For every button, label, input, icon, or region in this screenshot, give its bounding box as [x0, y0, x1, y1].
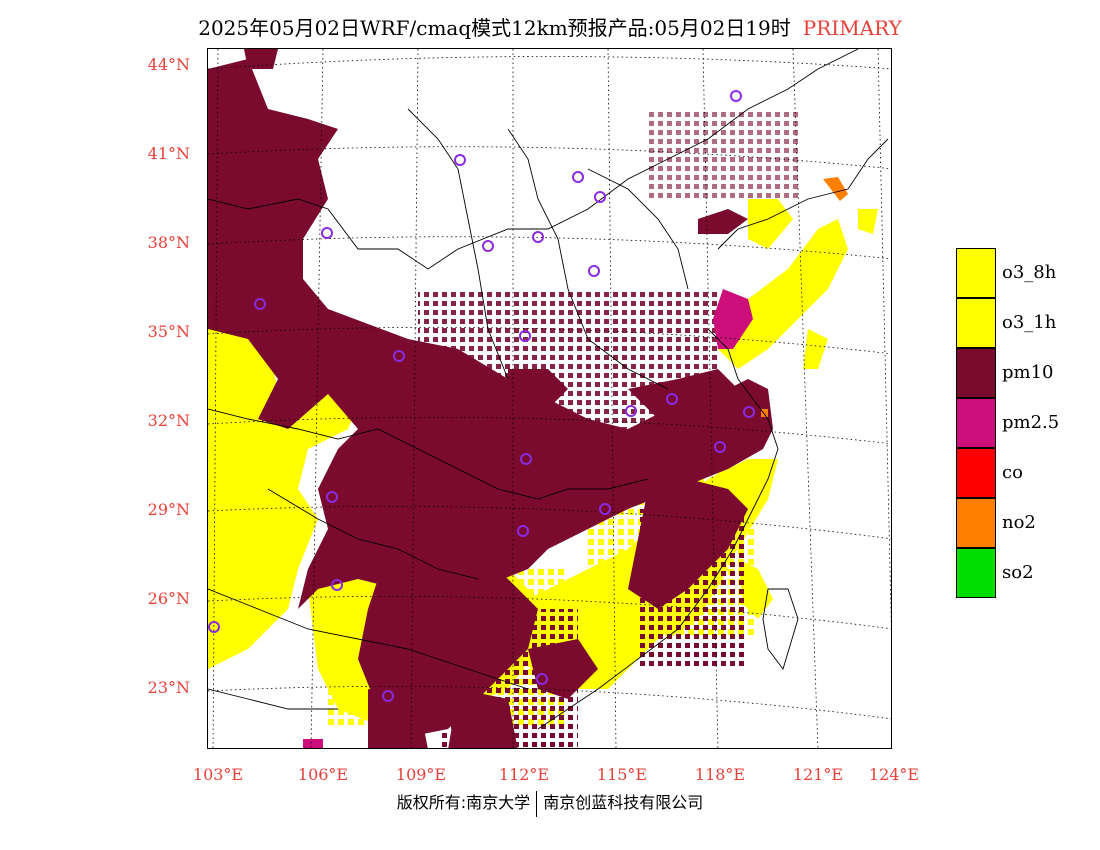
lon-label-103: 103°E	[192, 765, 244, 784]
lon-label-118: 118°E	[694, 765, 746, 784]
title-main: 2025年05月02日WRF/cmaq模式12km预报产品:05月02日19时	[198, 16, 791, 40]
legend-label-o3-8h: o3_8h	[1002, 262, 1057, 283]
lat-label-38: 38°N	[147, 233, 190, 252]
map-title: 2025年05月02日WRF/cmaq模式12km预报产品:05月02日19时 P…	[0, 12, 1100, 41]
copyright-footer: 版权所有:南京大学 南京创蓝科技有限公司	[0, 789, 1100, 817]
legend-label-pm10: pm10	[1002, 362, 1054, 383]
no2-areas	[761, 177, 848, 417]
lon-label-106: 106°E	[297, 765, 349, 784]
lon-label-121: 121°E	[792, 765, 844, 784]
legend-swatch-pm25	[956, 398, 996, 448]
footer-separator	[536, 790, 538, 817]
legend-swatch-so2	[956, 548, 996, 598]
lat-label-32: 32°N	[147, 411, 190, 430]
lat-label-29: 29°N	[147, 500, 190, 519]
city-markers	[208, 90, 755, 702]
lon-label-124: 124°E	[868, 765, 920, 784]
pm25-areas	[303, 289, 753, 748]
title-primary-tag: PRIMARY	[802, 16, 902, 40]
graticule	[208, 49, 891, 748]
lon-label-115: 115°E	[596, 765, 648, 784]
lat-label-26: 26°N	[147, 589, 190, 608]
lat-label-44: 44°N	[147, 55, 190, 74]
lat-label-35: 35°N	[147, 322, 190, 341]
lon-label-109: 109°E	[395, 765, 447, 784]
copyright-left: 版权所有:南京大学	[396, 793, 531, 812]
copyright-right: 南京创蓝科技有限公司	[543, 793, 704, 812]
legend-label-co: co	[1002, 462, 1023, 483]
legend-label-so2: so2	[1002, 562, 1034, 583]
legend-label-o3-1h: o3_1h	[1002, 312, 1057, 333]
map-canvas	[208, 49, 891, 748]
lat-label-41: 41°N	[147, 144, 190, 163]
lon-label-112: 112°E	[498, 765, 550, 784]
legend-label-no2: no2	[1002, 512, 1036, 533]
legend-label-pm25: pm2.5	[1002, 412, 1060, 433]
boundaries	[208, 49, 889, 730]
legend-swatch-o3-1h	[956, 298, 996, 348]
lat-label-23: 23°N	[147, 678, 190, 697]
legend-swatch-no2	[956, 498, 996, 548]
legend-swatch-pm10	[956, 348, 996, 398]
legend-swatch-co	[956, 448, 996, 498]
legend-swatch-o3-8h	[956, 248, 996, 298]
forecast-map[interactable]	[207, 48, 892, 749]
